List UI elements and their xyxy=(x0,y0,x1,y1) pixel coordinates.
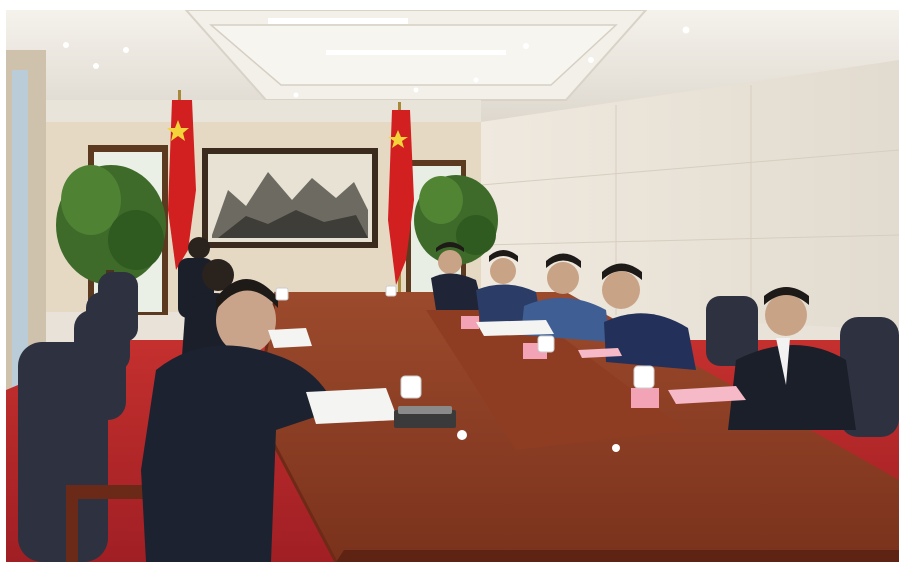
tea-cups xyxy=(275,285,655,399)
documents-pink xyxy=(578,348,746,404)
flag-right xyxy=(388,102,414,302)
meeting-room-photo xyxy=(6,10,899,562)
chairs-left xyxy=(18,272,138,562)
table-inner-panel xyxy=(426,310,686,450)
plant-left xyxy=(56,165,166,320)
right-wall xyxy=(481,60,899,330)
person-right-4 xyxy=(602,263,696,370)
flag-left xyxy=(167,90,196,310)
papers xyxy=(268,320,554,424)
person-right-5 xyxy=(728,287,856,430)
chairs-right xyxy=(706,296,899,437)
name-cards xyxy=(461,316,659,408)
notebook-stack xyxy=(394,410,456,428)
meeting-scene xyxy=(6,10,899,562)
ceiling-lights xyxy=(63,26,690,98)
plant-right xyxy=(414,175,498,265)
person-right-1 xyxy=(431,242,484,310)
microphone-base xyxy=(457,430,467,440)
